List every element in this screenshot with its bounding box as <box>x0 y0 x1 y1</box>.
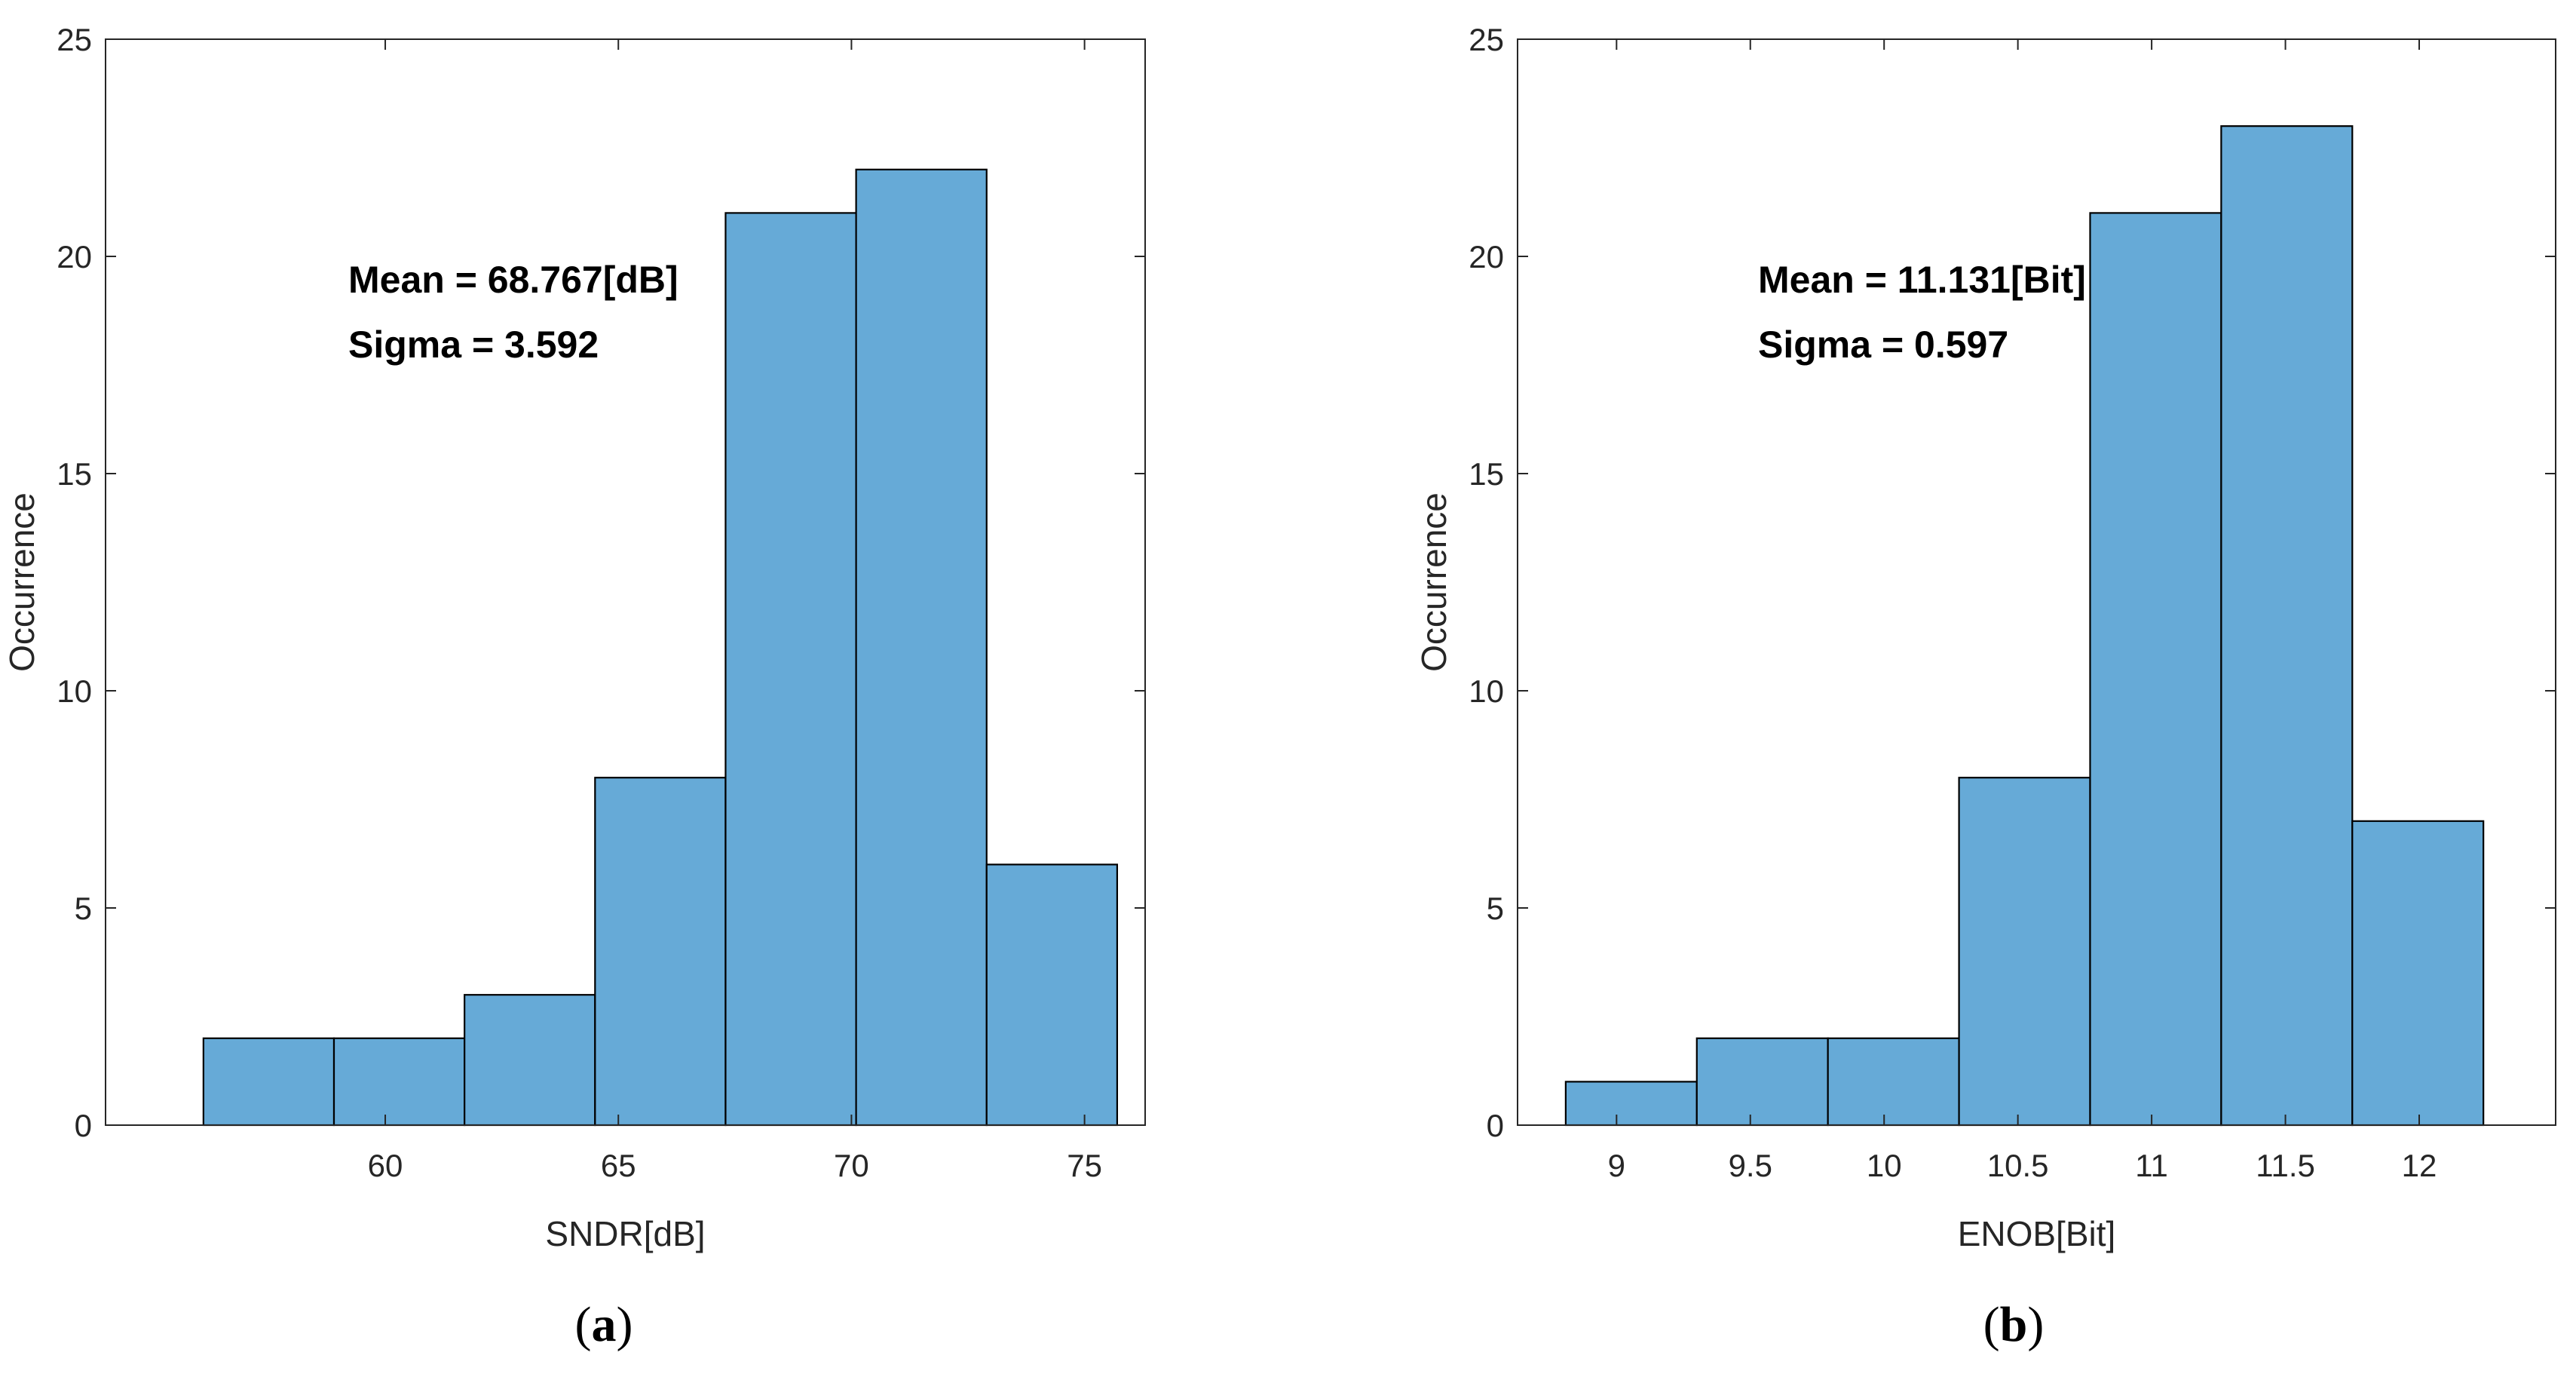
panel-a-ytick-label-2: 10 <box>57 673 92 709</box>
panel-a-ytick-label-4: 20 <box>57 239 92 274</box>
panel-b-ytick-label-1: 5 <box>1487 891 1504 926</box>
panel-a-caption: (a) <box>575 1297 633 1352</box>
panel-b-enob-histogram: 0 5 10 15 20 25 9 9.5 10 10.5 11 11.5 12 ENOB[Bit] O… <box>1414 22 2556 1352</box>
panel-b-ytick-label-3: 15 <box>1469 456 1504 492</box>
panel-b-bar-2 <box>1827 1037 1960 1127</box>
panel-a-sigma-annotation: Sigma = 3.592 <box>348 324 599 366</box>
panel-b-axes-frame <box>1517 38 2556 1126</box>
panel-a-xtick-label-3: 75 <box>1067 1148 1102 1183</box>
panel-b-bar-3 <box>1958 777 2091 1127</box>
panel-a-x-axis-label: SNDR[dB] <box>545 1214 705 1253</box>
panel-a-ytick-label-1: 5 <box>75 891 92 926</box>
panel-b-ytick-label-5: 25 <box>1469 22 1504 57</box>
panel-a-ytick-label-3: 15 <box>57 456 92 492</box>
panel-b-bar-1 <box>1695 1037 1829 1127</box>
panel-b-bar-4 <box>2089 212 2222 1127</box>
panel-a-bar-2 <box>464 994 596 1127</box>
panel-b-xtick-label-6: 12 <box>2402 1148 2437 1183</box>
panel-a-xtick-label-0: 60 <box>368 1148 403 1183</box>
panel-a-bar-0 <box>202 1037 335 1127</box>
panel-a-bar-5 <box>855 168 988 1127</box>
panel-b-ytick-label-2: 10 <box>1469 673 1504 709</box>
panel-b-caption-letter: b <box>2000 1297 2028 1352</box>
panel-b-xtick-label-2: 10 <box>1867 1148 1902 1183</box>
panel-b-bar-5 <box>2220 125 2354 1127</box>
panel-b-xtick-label-0: 9 <box>1608 1148 1625 1183</box>
panel-a-bar-1 <box>332 1037 466 1127</box>
panel-a-axes-frame <box>105 38 1146 1126</box>
panel-a-bar-6 <box>985 863 1118 1127</box>
panel-b-bar-0 <box>1564 1081 1698 1127</box>
panel-a-bars <box>202 168 1118 1127</box>
panel-a-y-axis-label: Occurrence <box>2 492 41 672</box>
panel-b-ytick-label-4: 20 <box>1469 239 1504 274</box>
panel-b-sigma-annotation: Sigma = 0.597 <box>1758 324 2008 366</box>
panel-b-xtick-label-1: 9.5 <box>1729 1148 1772 1183</box>
panel-b-ticks: 0 5 10 15 20 25 9 9.5 10 10.5 11 11.5 12 <box>1469 22 2556 1183</box>
panel-a-mean-annotation: Mean = 68.767[dB] <box>348 259 678 301</box>
panel-b-xtick-label-3: 10.5 <box>1987 1148 2049 1183</box>
panel-a-bar-4 <box>724 212 857 1127</box>
panel-b-xtick-label-5: 11.5 <box>2256 1148 2315 1183</box>
panel-a-xtick-label-2: 70 <box>834 1148 869 1183</box>
panel-a-ytick-label-0: 0 <box>75 1108 92 1143</box>
panel-a-xtick-label-1: 65 <box>601 1148 636 1183</box>
panel-a-caption-letter: a <box>592 1297 617 1352</box>
panel-a-sndr-histogram: 0 5 10 15 20 25 60 65 70 75 SNDR[dB] Occurrence M… <box>2 22 1146 1352</box>
panel-b-caption: (b) <box>1983 1297 2045 1352</box>
panel-b-xtick-label-4: 11 <box>2135 1148 2168 1183</box>
panel-b-mean-annotation: Mean = 11.131[Bit] <box>1758 259 2086 301</box>
panel-b-bar-6 <box>2351 820 2485 1127</box>
panel-a-bar-3 <box>594 777 727 1127</box>
panel-b-x-axis-label: ENOB[Bit] <box>1958 1214 2116 1253</box>
panel-b-ytick-label-0: 0 <box>1487 1108 1504 1143</box>
panel-a-ytick-label-5: 25 <box>57 22 92 57</box>
panel-a-ticks: 0 5 10 15 20 25 60 65 70 75 <box>57 22 1145 1183</box>
panel-b-y-axis-label: Occurrence <box>1414 492 1453 672</box>
